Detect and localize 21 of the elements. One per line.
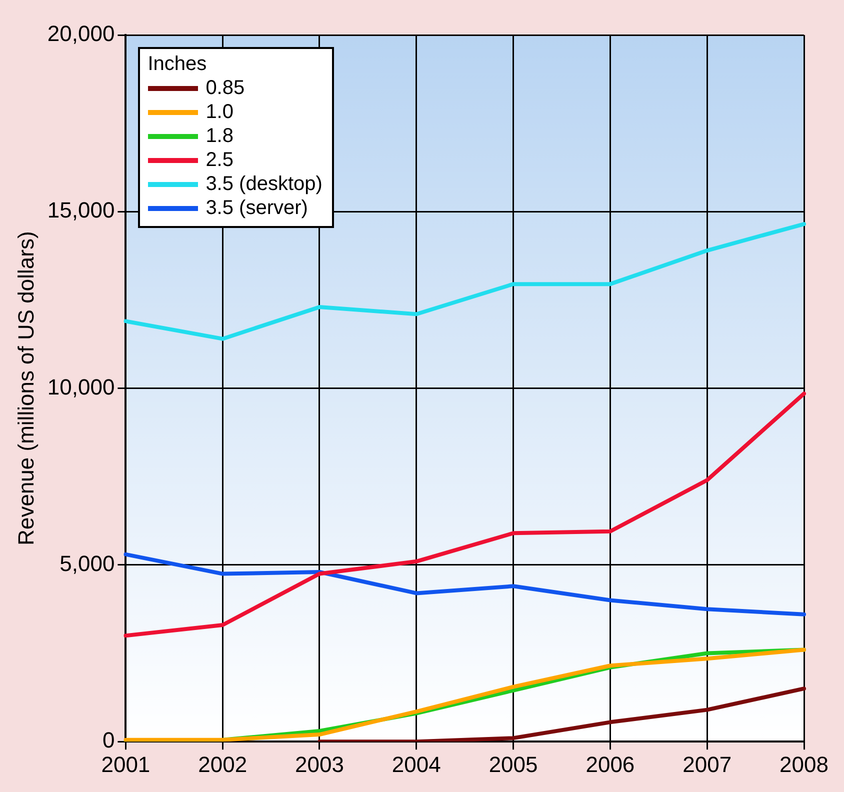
x-tick-label: 2003 <box>295 752 344 777</box>
y-tick-label: 5,000 <box>60 551 115 576</box>
legend-label: 0.85 <box>206 76 245 100</box>
legend-label: 1.0 <box>206 100 234 124</box>
legend-label: 3.5 (desktop) <box>206 172 322 196</box>
x-tick-label: 2008 <box>780 752 828 777</box>
legend-title: Inches <box>148 53 208 76</box>
x-tick-label: 2006 <box>586 752 635 777</box>
x-tick-label: 2004 <box>392 752 441 777</box>
legend-label: 3.5 (server) <box>206 196 308 220</box>
legend-label: 2.5 <box>206 148 234 172</box>
y-tick-label: 20,000 <box>47 21 115 46</box>
x-tick-label: 2001 <box>101 752 150 777</box>
legend-label: 1.8 <box>206 124 234 148</box>
y-tick-label: 15,000 <box>47 198 115 223</box>
x-tick-label: 2005 <box>488 752 538 777</box>
y-tick-label: 0 <box>102 728 115 753</box>
y-tick-label: 10,000 <box>47 374 115 400</box>
y-axis-title: Revenue (millions of US dollars) <box>13 231 38 546</box>
x-tick-label: 2002 <box>198 752 248 777</box>
x-tick-label: 2007 <box>682 752 732 777</box>
